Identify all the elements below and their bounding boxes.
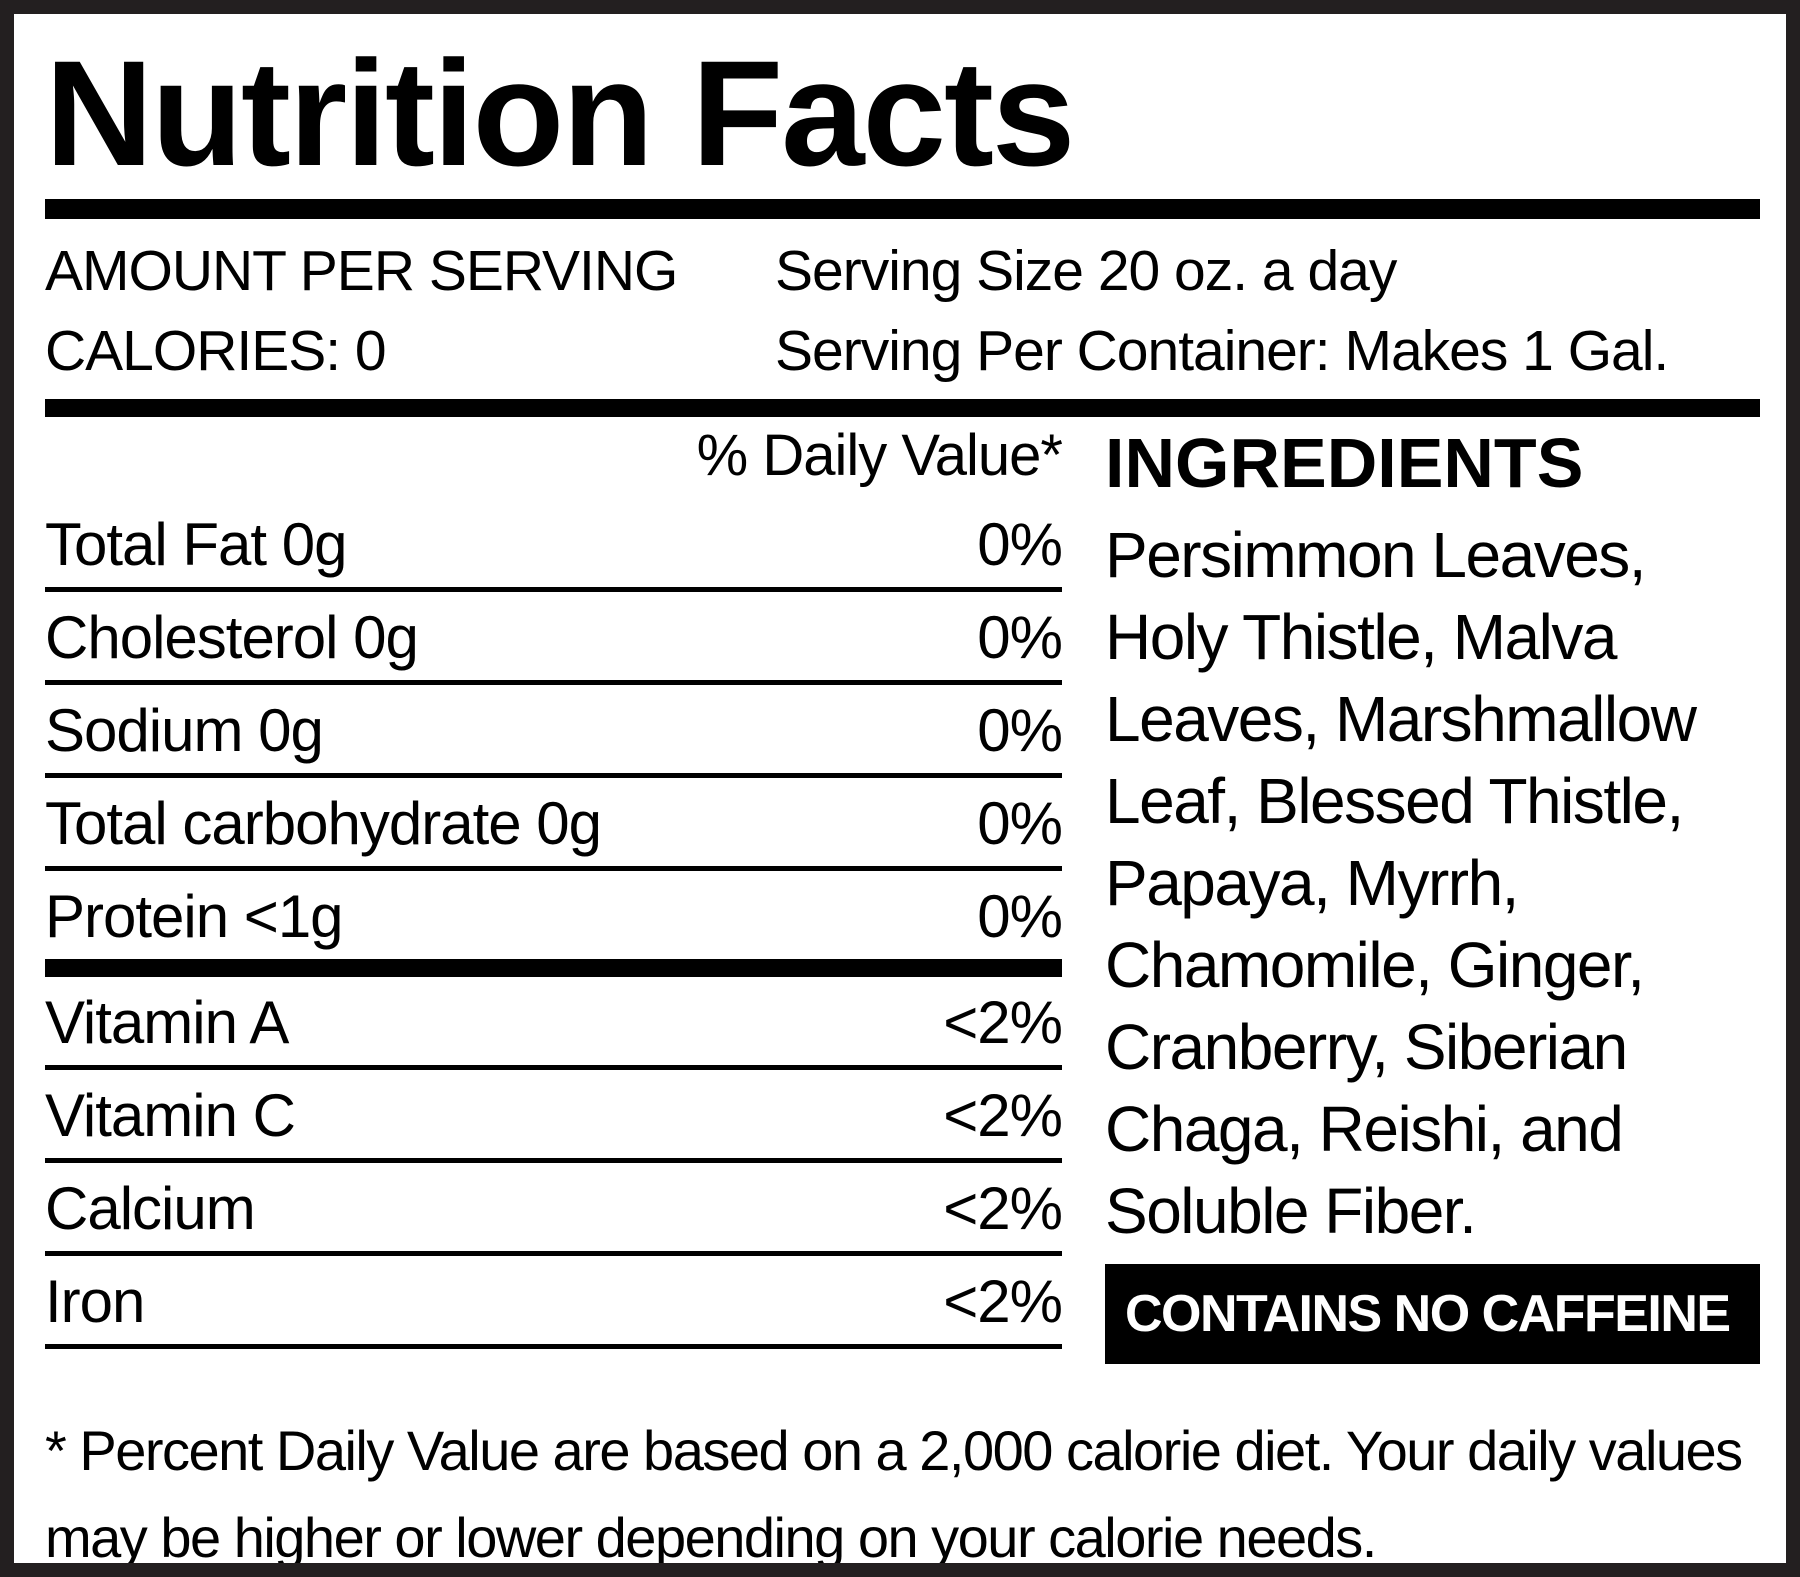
nutrient-daily-value: <2%: [943, 989, 1063, 1056]
nutrient-name: Sodium 0g: [45, 697, 324, 764]
daily-value-footnote: * Percent Daily Value are based on a 2,0…: [45, 1419, 1743, 1569]
nutrient-name: Total carbohydrate 0g: [45, 790, 602, 857]
nutrient-table: % Daily Value* Total Fat 0g 0% Cholester…: [45, 423, 1063, 1364]
nutrient-row-total-fat: Total Fat 0g 0%: [45, 499, 1063, 592]
nutrient-name: Iron: [45, 1268, 145, 1335]
nutrient-row-protein: Protein <1g 0%: [45, 871, 1063, 977]
label-title: Nutrition Facts: [45, 29, 1075, 197]
label-body: % Daily Value* Total Fat 0g 0% Cholester…: [45, 423, 1760, 1364]
amount-per-serving-label: AMOUNT PER SERVING: [45, 239, 678, 303]
nutrient-daily-value: 0%: [977, 511, 1063, 578]
nutrient-row-cholesterol: Cholesterol 0g 0%: [45, 592, 1063, 685]
ingredients-heading: INGREDIENTS: [1105, 424, 1584, 502]
nutrient-row-iron: Iron <2%: [45, 1256, 1063, 1349]
nutrient-name: Total Fat 0g: [45, 511, 348, 578]
nutrient-daily-value: 0%: [977, 790, 1063, 857]
no-caffeine-badge: CONTAINS NO CAFFEINE: [1105, 1264, 1760, 1364]
nutrient-row-sodium: Sodium 0g 0%: [45, 685, 1063, 778]
nutrient-name: Vitamin C: [45, 1082, 296, 1149]
nutrient-name: Protein <1g: [45, 883, 344, 950]
nutrient-row-total-carbohydrate: Total carbohydrate 0g 0%: [45, 778, 1063, 871]
nutrient-daily-value: <2%: [943, 1175, 1063, 1242]
nutrient-daily-value: 0%: [977, 883, 1063, 950]
calories-value: CALORIES: 0: [45, 319, 387, 383]
nutrient-name: Cholesterol 0g: [45, 604, 419, 671]
header-divider-bar: [45, 399, 1760, 417]
title-divider-bar: [45, 199, 1760, 219]
nutrient-row-vitamin-c: Vitamin C <2%: [45, 1070, 1063, 1163]
nutrient-row-vitamin-a: Vitamin A <2%: [45, 977, 1063, 1070]
serving-size-value: Serving Size 20 oz. a day: [775, 239, 1397, 303]
nutrient-daily-value: 0%: [977, 697, 1063, 764]
nutrient-daily-value: 0%: [977, 604, 1063, 671]
ingredients-section: INGREDIENTS Persimmon Leaves, Holy Thist…: [1105, 423, 1760, 1364]
nutrient-row-calcium: Calcium <2%: [45, 1163, 1063, 1256]
servings-per-container-value: Serving Per Container: Makes 1 Gal.: [775, 319, 1669, 383]
nutrient-name: Vitamin A: [45, 989, 289, 1056]
ingredients-list: Persimmon Leaves, Holy Thistle, Malva Le…: [1105, 519, 1697, 1247]
nutrient-daily-value: <2%: [943, 1082, 1063, 1149]
daily-value-column-header: % Daily Value*: [696, 423, 1063, 488]
nutrient-daily-value: <2%: [943, 1268, 1063, 1335]
serving-info-section: AMOUNT PER SERVING Serving Size 20 oz. a…: [45, 231, 1760, 391]
nutrient-name: Calcium: [45, 1175, 256, 1242]
